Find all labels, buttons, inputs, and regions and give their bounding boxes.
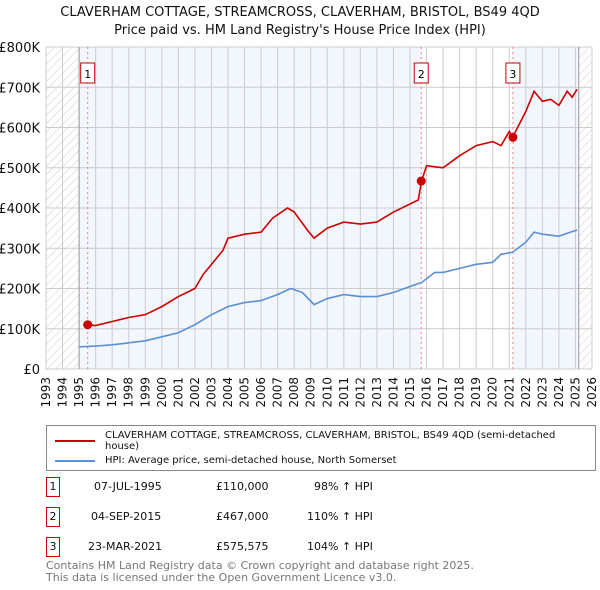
footer: Contains HM Land Registry data © Crown c… — [46, 560, 474, 584]
x-tick-label: 2025 — [568, 377, 582, 408]
x-tick-label: 2011 — [337, 377, 351, 408]
x-tick-label: 2009 — [304, 377, 318, 408]
footer-licence: This data is licensed under the Open Gov… — [46, 571, 397, 584]
sale-hpi: 104% ↑ HPI — [307, 540, 373, 553]
x-tick-label: 2014 — [386, 377, 400, 408]
x-tick-label: 1996 — [89, 377, 103, 408]
x-tick-label: 1997 — [105, 377, 119, 408]
x-tick-label: 1998 — [122, 377, 136, 408]
legend-label: CLAVERHAM COTTAGE, STREAMCROSS, CLAVERHA… — [105, 430, 556, 452]
x-tick-label: 1995 — [72, 377, 86, 408]
sale-point — [83, 320, 93, 330]
y-tick-label: £500K — [0, 162, 40, 177]
y-tick-label: £400K — [0, 202, 40, 217]
x-tick-label: 2007 — [271, 377, 285, 408]
x-tick-label: 2001 — [171, 377, 185, 408]
x-tick-label: 2026 — [585, 377, 599, 408]
footer-copyright: Contains HM Land Registry data © Crown c… — [46, 559, 474, 572]
sale-price: £110,000 — [216, 480, 269, 493]
x-tick-label: 2005 — [238, 377, 252, 408]
sale-marker-label: 2 — [46, 507, 60, 527]
sale-price: £575,575 — [216, 540, 269, 553]
sale-date: 23-MAR-2021 — [88, 540, 163, 553]
legend-swatch — [55, 440, 95, 442]
sale-price: £467,000 — [216, 510, 269, 523]
x-tick-label: 2016 — [420, 377, 434, 408]
price-chart: 1993 1994 1995 1996 1997 1998 1999 2000 2001 2002… — [0, 41, 599, 408]
x-tick-label: 2015 — [403, 377, 417, 408]
x-tick-label: 2000 — [155, 377, 169, 408]
sale-marker-label: 2 — [418, 68, 425, 81]
x-tick-label: 2017 — [436, 377, 450, 408]
x-tick-label: 2010 — [320, 377, 334, 408]
x-tick-label: 1993 — [39, 377, 53, 408]
sale-marker-label: 1 — [84, 68, 91, 81]
y-tick-label: £600K — [0, 122, 40, 137]
x-tick-label: 2018 — [453, 377, 467, 408]
sale-marker-label: 1 — [46, 477, 60, 497]
x-tick-label: 2006 — [254, 377, 268, 408]
y-tick-label: £300K — [0, 242, 40, 257]
x-tick-label: 1994 — [56, 377, 70, 408]
x-tick-label: 2024 — [552, 377, 566, 408]
sale-marker-box — [505, 62, 521, 84]
y-tick-label: £200K — [0, 283, 40, 298]
x-tick-label: 2020 — [486, 377, 500, 408]
x-tick-label: 2003 — [204, 377, 218, 408]
x-tick-label: 2021 — [502, 377, 516, 408]
sale-marker-label: 3 — [46, 537, 60, 557]
legend-swatch — [55, 459, 95, 462]
x-tick-label: 2023 — [535, 377, 549, 408]
y-tick-label: £0 — [23, 363, 40, 378]
sale-point — [416, 176, 426, 186]
x-tick-label: 1999 — [138, 377, 152, 408]
sale-point — [508, 132, 518, 142]
y-tick-label: £700K — [0, 81, 40, 96]
sale-marker-label: 3 — [509, 68, 516, 81]
x-tick-label: 2004 — [221, 377, 235, 408]
hpi-line — [79, 229, 578, 348]
property-price-line — [87, 88, 578, 327]
sale-hpi: 98% ↑ HPI — [314, 480, 373, 493]
x-tick-label: 2002 — [188, 377, 202, 408]
x-tick-label: 2019 — [469, 377, 483, 408]
x-tick-label: 2012 — [353, 377, 367, 408]
legend: CLAVERHAM COTTAGE, STREAMCROSS, CLAVERHA… — [46, 425, 596, 471]
legend-item-property: CLAVERHAM COTTAGE, STREAMCROSS, CLAVERHA… — [55, 430, 587, 452]
chart-subtitle: Price paid vs. HM Land Registry's House … — [114, 23, 486, 38]
sale-hpi: 110% ↑ HPI — [307, 510, 373, 523]
sale-marker-box — [80, 62, 96, 84]
legend-item-hpi: HPI: Average price, semi-detached house,… — [55, 455, 587, 466]
x-tick-label: 2022 — [519, 377, 533, 408]
sale-date: 04-SEP-2015 — [91, 510, 162, 523]
x-tick-label: 2013 — [370, 377, 384, 408]
sale-date: 07-JUL-1995 — [94, 480, 162, 493]
y-tick-label: £100K — [0, 323, 40, 338]
sale-marker-box — [413, 62, 429, 84]
legend-label: HPI: Average price, semi-detached house,… — [105, 455, 397, 466]
y-tick-label: £800K — [0, 41, 40, 56]
chart-title: CLAVERHAM COTTAGE, STREAMCROSS, CLAVERHA… — [60, 5, 540, 20]
x-tick-label: 2008 — [287, 377, 301, 408]
